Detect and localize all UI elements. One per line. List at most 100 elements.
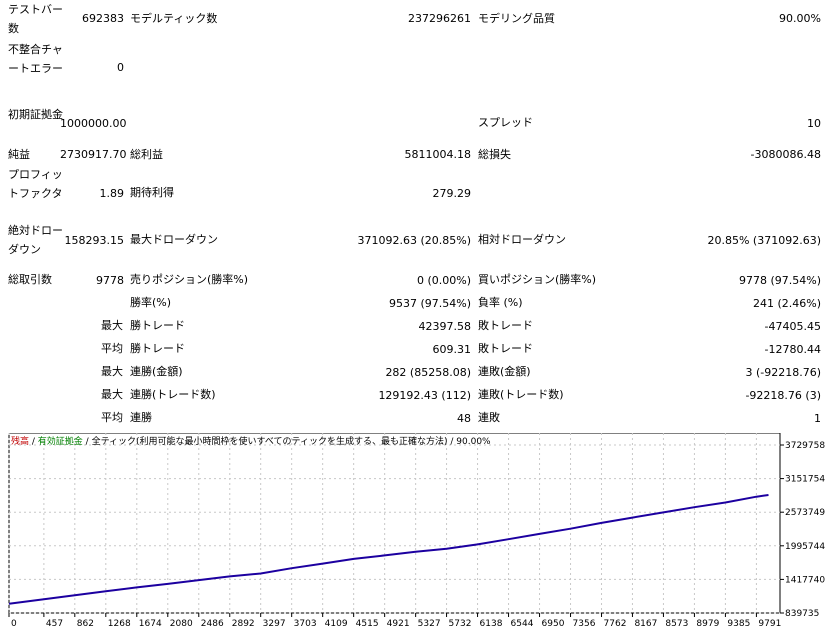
x-tick-label: 7356 <box>573 619 596 629</box>
abs-dd-value: 158293.15 <box>64 234 125 247</box>
expected-label: 期待利得 <box>130 186 174 199</box>
avg-row-label: 平均 <box>101 342 123 355</box>
short-value: 0 (0.00%) <box>416 274 471 287</box>
max3-row-label: 最大 <box>101 388 123 401</box>
legend-quality: 90.00% <box>456 437 491 447</box>
legend-equity: 有効証拠金 <box>37 437 83 447</box>
gross-loss-value: -3080086.48 <box>750 148 821 161</box>
win-label: 勝率(%) <box>130 296 172 309</box>
x-tick-label: 3297 <box>263 619 286 629</box>
x-tick-label: 862 <box>77 619 94 629</box>
chart-legend: 残高 / 有効証拠金 / 全ティック(利用可能な最小時間枠を使いすべてのティック… <box>11 436 491 448</box>
deposit-value: 1000000.00 <box>60 117 127 130</box>
quality-label: モデリング品質 <box>478 12 555 25</box>
legend-balance: 残高 <box>11 437 30 447</box>
legend-sep: / <box>29 437 38 447</box>
quality-value: 90.00% <box>779 12 821 25</box>
bars-value: 692383 <box>82 12 124 25</box>
avg-cons-win-value: 48 <box>457 412 471 425</box>
pf-label: プロフィットファクタ <box>8 168 63 200</box>
avg-win-value: 609.31 <box>432 343 472 356</box>
x-tick-label: 9385 <box>727 619 750 629</box>
max-loss-label: 敗トレード <box>478 319 533 332</box>
x-tick-label: 5732 <box>449 619 472 629</box>
x-tick-label: 7762 <box>604 619 627 629</box>
avg2-row-label: 平均 <box>101 411 123 424</box>
x-tick-label: 6544 <box>511 619 534 629</box>
plot-frame <box>8 433 781 614</box>
x-tick-label: 3703 <box>294 619 317 629</box>
x-tick-label: 8167 <box>634 619 657 629</box>
x-tick-label: 2486 <box>201 619 224 629</box>
avg-loss-label: 敗トレード <box>478 342 533 355</box>
total-trades-label: 総取引数 <box>8 273 52 286</box>
gross-profit-value: 5811004.18 <box>404 148 471 161</box>
x-tick-label: 4921 <box>387 619 410 629</box>
legend-sep: / <box>447 437 457 447</box>
total-trades-value: 9778 <box>96 274 124 287</box>
x-tick-label: 2080 <box>170 619 193 629</box>
y-tick-label: 3151754 <box>785 475 825 485</box>
x-tick-label: 0 <box>11 619 17 629</box>
rel-dd-value: 20.85% (371092.63) <box>707 234 821 247</box>
max-win-label: 勝トレード <box>130 319 185 332</box>
x-tick-label: 5327 <box>418 619 441 629</box>
balance-chart-svg: 3729758 3151754 2573749 1995744 1417740 83973… <box>8 433 825 629</box>
gross-profit-label: 総利益 <box>130 148 163 161</box>
x-tick-label: 2892 <box>232 619 255 629</box>
ticks-label: モデルティック数 <box>130 12 218 25</box>
cons-loss-amt-label: 連敗(金額) <box>478 365 531 378</box>
avg-cons-loss-value: 1 <box>814 412 821 425</box>
spread-value: 10 <box>807 117 821 130</box>
x-tick-label: 8573 <box>665 619 688 629</box>
pf-value: 1.89 <box>99 187 125 200</box>
legend-model: 全ティック(利用可能な最小時間枠を使いすべてのティックを生成する、最も正確な方法… <box>91 437 448 447</box>
ticks-value: 237296261 <box>408 12 471 25</box>
spread-label: スプレッド <box>478 116 533 129</box>
x-tick-label: 4515 <box>356 619 379 629</box>
avg-cons-win-label: 連勝 <box>130 411 152 424</box>
max-loss-value: -47405.45 <box>764 320 821 333</box>
max-dd-value: 371092.63 (20.85%) <box>357 234 471 247</box>
max2-row-label: 最大 <box>101 365 123 378</box>
cons-win-cnt-value: 129192.43 (112) <box>378 389 471 402</box>
cons-loss-amt-value: 3 (-92218.76) <box>745 366 821 379</box>
y-tick-label: 2573749 <box>785 508 825 518</box>
short-label: 売りポジション(勝率%) <box>130 273 249 286</box>
max-dd-label: 最大ドローダウン <box>130 233 218 246</box>
long-value: 9778 (97.54%) <box>738 274 821 287</box>
bars-label: テストバー数 <box>8 3 63 35</box>
cons-win-cnt-label: 連勝(トレード数) <box>130 388 216 401</box>
x-tick-label: 457 <box>46 619 63 629</box>
y-tick-label: 1995744 <box>785 542 825 552</box>
max-row-label: 最大 <box>101 319 123 332</box>
deposit-label: 初期証拠金 <box>8 108 63 121</box>
cons-win-amt-label: 連勝(金額) <box>130 365 183 378</box>
abs-dd-label: 絶対ドローダウン <box>8 224 63 256</box>
legend-sep: / <box>82 437 92 447</box>
win-value: 9537 (97.54%) <box>388 297 471 310</box>
expected-value: 279.29 <box>432 187 472 200</box>
y-tick-label: 1417740 <box>785 575 825 585</box>
net-value: 2730917.70 <box>60 148 127 161</box>
mismatch-label: 不整合チャートエラー <box>8 43 63 75</box>
balance-chart: 3729758 3151754 2573749 1995744 1417740 83973… <box>8 433 828 635</box>
cons-loss-cnt-label: 連敗(トレード数) <box>478 388 564 401</box>
net-label: 純益 <box>8 148 30 161</box>
x-tick-label: 1674 <box>139 619 162 629</box>
x-tick-label: 4109 <box>325 619 348 629</box>
rel-dd-label: 相対ドローダウン <box>478 233 566 246</box>
x-tick-label: 6950 <box>542 619 565 629</box>
x-tick-label: 9791 <box>758 619 781 629</box>
avg-win-label: 勝トレード <box>130 342 185 355</box>
avg-loss-value: -12780.44 <box>764 343 821 356</box>
y-tick-label: 3729758 <box>785 441 825 451</box>
cons-win-amt-value: 282 (85258.08) <box>385 366 471 379</box>
mismatch-value: 0 <box>117 61 124 74</box>
gross-loss-label: 総損失 <box>478 148 511 161</box>
cons-loss-cnt-value: -92218.76 (3) <box>745 389 821 402</box>
long-label: 買いポジション(勝率%) <box>478 273 597 286</box>
x-tick-label: 6138 <box>480 619 503 629</box>
x-tick-label: 8979 <box>696 619 719 629</box>
avg-cons-loss-label: 連敗 <box>478 411 500 424</box>
